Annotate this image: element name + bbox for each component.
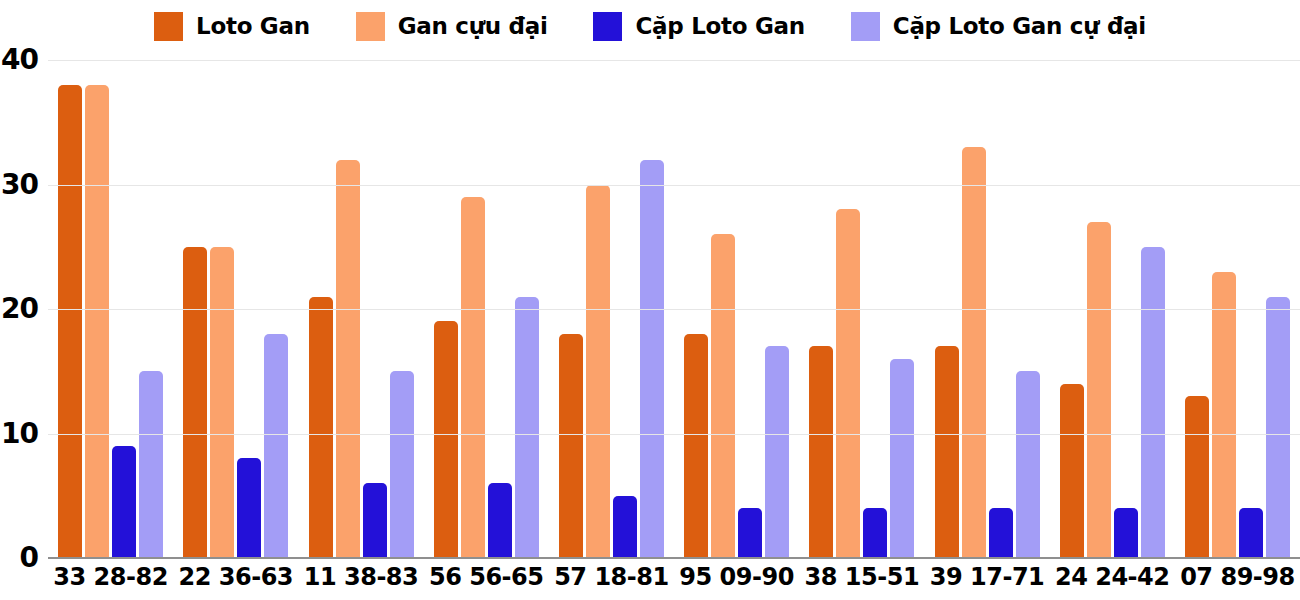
x-axis-label-22-36-63: 22 36-63	[173, 563, 298, 591]
y-tick-label-40: 40	[0, 44, 38, 76]
bar-gan-cuu-ai-38-15-51[interactable]	[836, 209, 860, 558]
chart-legend: Loto Gan Gan cựu đại Cặp Loto Gan Cặp Loto …	[0, 6, 1300, 46]
x-axis-line	[48, 557, 1300, 559]
bar-cap-loto-gan-22-36-63[interactable]	[237, 458, 261, 558]
bar-cap-loto-gan-cu-ai-33-28-82[interactable]	[139, 371, 163, 558]
legend-label-cap-loto-gan-cu-ai: Cặp Loto Gan cự đại	[893, 13, 1146, 39]
plot-area	[48, 60, 1300, 558]
gridline-y30	[48, 185, 1300, 186]
legend-label-cap-loto-gan: Cặp Loto Gan	[635, 13, 804, 39]
gridline-y20	[48, 309, 1300, 310]
bar-cap-loto-gan-07-89-98[interactable]	[1239, 508, 1263, 558]
bar-chart: Loto Gan Gan cựu đại Cặp Loto Gan Cặp Loto …	[0, 0, 1300, 600]
bar-cap-loto-gan-24-24-42[interactable]	[1114, 508, 1138, 558]
y-tick-label-0: 0	[0, 542, 38, 574]
bar-gan-cuu-ai-24-24-42[interactable]	[1087, 222, 1111, 558]
x-axis-label-95-09-90: 95 09-90	[674, 563, 799, 591]
gridline-y40	[48, 60, 1300, 61]
legend-swatch-gan-cuu-ai	[356, 12, 385, 41]
bar-gan-cuu-ai-39-17-71[interactable]	[962, 147, 986, 558]
y-tick-label-30: 30	[0, 169, 38, 201]
bar-loto-gan-24-24-42[interactable]	[1060, 384, 1084, 558]
bar-cap-loto-gan-33-28-82[interactable]	[112, 446, 136, 558]
bar-loto-gan-39-17-71[interactable]	[935, 346, 959, 558]
legend-item-gan-cuu-ai: Gan cựu đại	[356, 12, 548, 41]
bar-cap-loto-gan-39-17-71[interactable]	[989, 508, 1013, 558]
legend-swatch-cap-loto-gan	[593, 12, 622, 41]
bar-loto-gan-22-36-63[interactable]	[183, 247, 207, 558]
bar-gan-cuu-ai-95-09-90[interactable]	[711, 234, 735, 558]
bar-cap-loto-gan-cu-ai-24-24-42[interactable]	[1141, 247, 1165, 558]
legend-label-loto-gan: Loto Gan	[196, 13, 310, 39]
x-axis-label-07-89-98: 07 89-98	[1175, 563, 1300, 591]
bar-gan-cuu-ai-56-56-65[interactable]	[461, 197, 485, 558]
bar-gan-cuu-ai-22-36-63[interactable]	[210, 247, 234, 558]
bar-loto-gan-56-56-65[interactable]	[434, 321, 458, 558]
bar-gan-cuu-ai-57-18-81[interactable]	[586, 185, 610, 559]
bar-gan-cuu-ai-33-28-82[interactable]	[85, 85, 109, 558]
bar-loto-gan-38-15-51[interactable]	[809, 346, 833, 558]
bar-cap-loto-gan-57-18-81[interactable]	[613, 496, 637, 558]
bar-loto-gan-07-89-98[interactable]	[1185, 396, 1209, 558]
bar-cap-loto-gan-cu-ai-95-09-90[interactable]	[765, 346, 789, 558]
x-axis-label-39-17-71: 39 17-71	[924, 563, 1049, 591]
legend-item-cap-loto-gan: Cặp Loto Gan	[593, 12, 804, 41]
y-tick-label-20: 20	[0, 293, 38, 325]
x-axis-label-38-15-51: 38 15-51	[799, 563, 924, 591]
legend-swatch-loto-gan	[154, 12, 183, 41]
bar-cap-loto-gan-56-56-65[interactable]	[488, 483, 512, 558]
bar-loto-gan-57-18-81[interactable]	[559, 334, 583, 558]
bar-loto-gan-33-28-82[interactable]	[58, 85, 82, 558]
legend-label-gan-cuu-ai: Gan cựu đại	[398, 13, 548, 39]
legend-item-loto-gan: Loto Gan	[154, 12, 310, 41]
bar-gan-cuu-ai-11-38-83[interactable]	[336, 160, 360, 558]
bar-cap-loto-gan-cu-ai-11-38-83[interactable]	[390, 371, 414, 558]
x-axis-label-57-18-81: 57 18-81	[549, 563, 674, 591]
bar-cap-loto-gan-cu-ai-38-15-51[interactable]	[890, 359, 914, 558]
gridline-y10	[48, 434, 1300, 435]
x-axis-label-56-56-65: 56 56-65	[424, 563, 549, 591]
bar-cap-loto-gan-cu-ai-22-36-63[interactable]	[264, 334, 288, 558]
x-axis-label-11-38-83: 11 38-83	[298, 563, 423, 591]
x-axis-labels: 33 28-8222 36-6311 38-8356 56-6557 18-81…	[48, 563, 1300, 591]
legend-item-cap-loto-gan-cu-ai: Cặp Loto Gan cự đại	[851, 12, 1146, 41]
bar-loto-gan-11-38-83[interactable]	[309, 297, 333, 558]
bar-cap-loto-gan-cu-ai-07-89-98[interactable]	[1266, 297, 1290, 558]
bar-gan-cuu-ai-07-89-98[interactable]	[1212, 272, 1236, 558]
bar-cap-loto-gan-cu-ai-56-56-65[interactable]	[515, 297, 539, 558]
bar-cap-loto-gan-95-09-90[interactable]	[738, 508, 762, 558]
bar-cap-loto-gan-cu-ai-57-18-81[interactable]	[640, 160, 664, 558]
bar-cap-loto-gan-cu-ai-39-17-71[interactable]	[1016, 371, 1040, 558]
legend-swatch-cap-loto-gan-cu-ai	[851, 12, 880, 41]
bar-loto-gan-95-09-90[interactable]	[684, 334, 708, 558]
bar-cap-loto-gan-38-15-51[interactable]	[863, 508, 887, 558]
y-tick-label-10: 10	[0, 418, 38, 450]
x-axis-label-33-28-82: 33 28-82	[48, 563, 173, 591]
bar-cap-loto-gan-11-38-83[interactable]	[363, 483, 387, 558]
x-axis-label-24-24-42: 24 24-42	[1050, 563, 1175, 591]
